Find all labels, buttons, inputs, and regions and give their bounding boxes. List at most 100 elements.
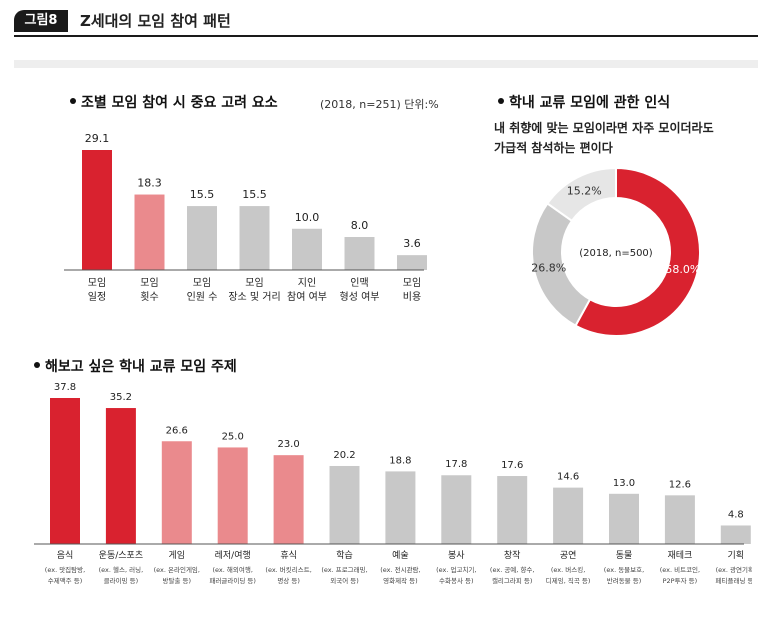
chart3-category-label: 음식 bbox=[57, 550, 74, 561]
chart2-slice bbox=[546, 166, 617, 223]
chart1-category-label: 모임 bbox=[88, 276, 106, 289]
chart3-sub-label: 명상 등) bbox=[277, 576, 300, 585]
chart3-bar bbox=[609, 493, 639, 544]
chart3-sub-label: (ex. 맛집탐방, bbox=[45, 565, 85, 574]
chart1-title: 조별 모임 참여 시 중요 고려 요소 bbox=[70, 92, 278, 112]
figure-panel: 조별 모임 참여 시 중요 고려 요소 (2018, n=251) 단위:% 2… bbox=[14, 60, 758, 608]
chart1-value-label: 29.1 bbox=[85, 132, 110, 145]
chart3-sub-label: (ex. 프로그래밍, bbox=[321, 565, 367, 574]
chart3-value-label: 37.8 bbox=[54, 382, 76, 393]
chart3-title-text: 해보고 싶은 학내 교류 모임 주제 bbox=[45, 359, 237, 375]
chart1-category-label: 형성 여부 bbox=[340, 291, 380, 303]
chart3-sub-label: (ex. 업고치기, bbox=[436, 565, 476, 574]
chart1-category-label: 모임 bbox=[193, 276, 211, 289]
chart3-bar bbox=[217, 447, 248, 544]
chart3-sub-label: 수화봉사 등) bbox=[439, 576, 474, 585]
chart2-slice bbox=[574, 166, 701, 337]
chart2-slice-label: 26.8% bbox=[531, 261, 566, 274]
chart3-category-label: 휴식 bbox=[280, 550, 297, 561]
chart2-center-label: (2018, n=500) bbox=[579, 248, 653, 259]
chart3-bar bbox=[441, 475, 472, 544]
chart1-category-label: 일정 bbox=[88, 291, 106, 303]
chart3-sub-label: (ex. 헬스, 러닝, bbox=[99, 565, 144, 574]
chart3-category-label: 학습 bbox=[336, 550, 353, 561]
chart1-category-label: 모임 bbox=[140, 276, 158, 289]
chart1-category-label: 장소 및 거리 bbox=[228, 291, 280, 303]
chart3-category-label: 공연 bbox=[560, 550, 577, 561]
chart1-category-label: 참여 여부 bbox=[287, 291, 327, 303]
chart3-sub-label: 캘리그라피 등) bbox=[492, 576, 532, 585]
chart3-bar bbox=[664, 495, 695, 544]
chart3-bar bbox=[553, 487, 584, 544]
chart2-question-line-1: 내 취향에 맞는 모임이라면 자주 모이더라도 bbox=[494, 121, 714, 135]
chart3-sub-label: 영화제작 등) bbox=[383, 576, 418, 585]
chart1-bar bbox=[397, 255, 427, 270]
chart3-sub-label: 패러글라이딩 등) bbox=[209, 576, 255, 585]
chart3-value-label: 25.0 bbox=[222, 431, 244, 442]
chart3-category-label: 기획 bbox=[728, 549, 745, 561]
chart1-value-label: 18.3 bbox=[137, 177, 162, 190]
chart3-sub-label: (ex. 온라인게임, bbox=[154, 565, 200, 574]
figure-header: 그림8 Z세대의 모임 참여 패턴 bbox=[14, 8, 758, 37]
figure-rule bbox=[14, 35, 758, 37]
chart1-bar bbox=[187, 206, 217, 270]
chart2-question-line-2: 가급적 참석하는 편이다 bbox=[494, 141, 613, 155]
chart3-value-label: 13.0 bbox=[613, 478, 635, 489]
chart3-value-label: 26.6 bbox=[166, 425, 188, 436]
chart3-sub-label: P2P투자 등) bbox=[663, 576, 698, 585]
chart3-sub-label: (ex. 공예, 향수, bbox=[490, 565, 535, 574]
chart2-slice-label: 58.0% bbox=[665, 263, 700, 276]
chart3-bar bbox=[161, 441, 192, 544]
chart3-category-label: 창작 bbox=[504, 550, 521, 561]
chart3-value-label: 35.2 bbox=[110, 392, 132, 403]
chart3-category-label: 동물 bbox=[616, 550, 633, 561]
chart3-value-label: 20.2 bbox=[333, 450, 355, 461]
chart3-sub-label: 디제잉, 직곡 등) bbox=[546, 576, 591, 585]
chart2-title: 학내 교류 모임에 관한 인식 bbox=[498, 92, 670, 112]
chart1-category-label: 모임 bbox=[403, 276, 421, 289]
chart1-bar bbox=[239, 206, 270, 270]
chart1-bar bbox=[82, 150, 112, 270]
chart3-sub-label: 반려동물 등) bbox=[607, 576, 642, 585]
chart3-bar bbox=[497, 476, 528, 544]
chart3-title: 해보고 싶은 학내 교류 모임 주제 bbox=[34, 356, 237, 376]
chart3-bar bbox=[720, 525, 751, 544]
chart1-category-label: 횟수 bbox=[140, 291, 158, 303]
chart2-title-text: 학내 교류 모임에 관한 인식 bbox=[509, 95, 671, 111]
chart3-category-label: 레저/여행 bbox=[215, 549, 251, 561]
chart3-value-label: 14.6 bbox=[557, 472, 579, 483]
bottom-card: 해보고 싶은 학내 교류 모임 주제 37.8 음식 (ex. 맛집탐방, 수제맥주 … bbox=[14, 352, 758, 608]
chart3-bar bbox=[385, 471, 416, 544]
chart3-bar bbox=[105, 408, 136, 544]
chart1-note: (2018, n=251) 단위:% bbox=[320, 98, 439, 111]
chart3-value-label: 12.6 bbox=[669, 479, 691, 490]
chart3-category-label: 재테크 bbox=[667, 550, 692, 561]
chart3-value-label: 23.0 bbox=[277, 439, 299, 450]
chart1-value-label: 3.6 bbox=[403, 237, 421, 250]
chart3-sub-label: 수제맥주 등) bbox=[48, 576, 83, 585]
chart3-sub-label: (ex. 해외여행, bbox=[213, 565, 253, 574]
chart1-bar bbox=[292, 228, 322, 270]
chart2-question: 내 취향에 맞는 모임이라면 자주 모이더라도 가급적 참석하는 편이다 bbox=[494, 118, 714, 158]
chart1-value-label: 15.5 bbox=[242, 188, 267, 201]
chart3-sub-label: 페티플래닝 등) bbox=[716, 576, 752, 585]
chart2-svg: 58.0% 26.8% 15.2% (2018, n=500) bbox=[531, 166, 701, 337]
chart1-value-label: 10.0 bbox=[295, 211, 320, 224]
chart3-svg: 37.8 음식 (ex. 맛집탐방, 수제맥주 등) 35.2 운동/스포츠 (ex. 헬스… bbox=[34, 382, 752, 585]
chart3-sub-label: (ex. 광연기획, bbox=[716, 565, 752, 574]
chart2-slice-label: 15.2% bbox=[567, 185, 602, 198]
chart1-category-label: 인맥 bbox=[350, 277, 368, 289]
chart1-bar bbox=[344, 237, 375, 270]
chart1-category-label: 비용 bbox=[403, 291, 421, 303]
chart3-value-label: 18.8 bbox=[389, 455, 411, 466]
chart3-bar bbox=[50, 398, 80, 544]
chart1-title-text: 조별 모임 참여 시 중요 고려 요소 bbox=[81, 95, 278, 111]
chart3-category-label: 예술 bbox=[392, 550, 409, 561]
chart3-sub-label: (ex. 버킷리스트, bbox=[265, 565, 311, 574]
chart3-value-label: 4.8 bbox=[728, 509, 744, 520]
chart3-value-label: 17.8 bbox=[445, 459, 467, 470]
chart3-sub-label: (ex. 버스킹, bbox=[551, 565, 585, 574]
chart3-bar bbox=[329, 465, 360, 544]
chart1-value-label: 8.0 bbox=[351, 219, 369, 232]
